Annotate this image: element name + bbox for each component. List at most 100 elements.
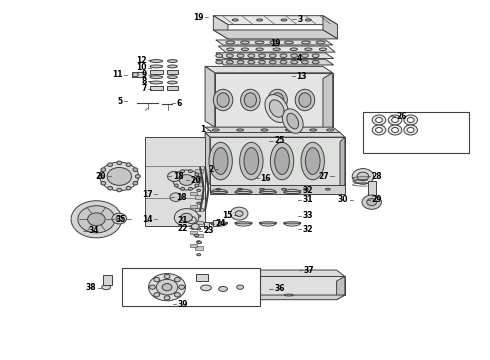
Ellipse shape — [168, 65, 177, 68]
Text: 10: 10 — [136, 63, 147, 72]
Ellipse shape — [282, 109, 303, 133]
Text: 17: 17 — [142, 190, 152, 199]
Circle shape — [101, 168, 106, 171]
Text: 39: 39 — [178, 300, 188, 309]
Circle shape — [174, 184, 178, 187]
Circle shape — [197, 179, 201, 181]
Ellipse shape — [213, 148, 228, 175]
Text: 32: 32 — [302, 185, 313, 194]
Polygon shape — [368, 181, 375, 202]
Circle shape — [388, 125, 402, 135]
Circle shape — [173, 170, 200, 190]
Text: 23: 23 — [203, 226, 214, 235]
Circle shape — [392, 117, 398, 122]
Circle shape — [375, 117, 382, 122]
Text: 7: 7 — [141, 84, 147, 93]
Polygon shape — [210, 137, 345, 185]
Circle shape — [162, 284, 172, 291]
Polygon shape — [145, 137, 205, 226]
Text: 33: 33 — [302, 211, 313, 220]
Circle shape — [195, 184, 199, 187]
Circle shape — [148, 274, 186, 301]
Ellipse shape — [168, 60, 177, 63]
Ellipse shape — [305, 48, 312, 50]
Ellipse shape — [285, 41, 293, 44]
Ellipse shape — [312, 54, 319, 58]
Circle shape — [154, 278, 160, 282]
Text: 32: 32 — [302, 225, 313, 234]
Polygon shape — [195, 247, 202, 250]
Ellipse shape — [319, 48, 327, 50]
Polygon shape — [195, 221, 202, 224]
Ellipse shape — [261, 129, 268, 131]
Ellipse shape — [271, 93, 284, 107]
Polygon shape — [191, 218, 197, 221]
Ellipse shape — [241, 41, 249, 44]
Text: 4: 4 — [296, 54, 302, 63]
FancyBboxPatch shape — [196, 274, 208, 281]
Text: 18: 18 — [173, 172, 184, 181]
Text: 28: 28 — [372, 172, 382, 181]
Polygon shape — [191, 179, 197, 183]
Circle shape — [230, 207, 248, 220]
Ellipse shape — [275, 148, 289, 175]
Ellipse shape — [285, 294, 293, 296]
Ellipse shape — [197, 228, 201, 230]
Polygon shape — [218, 46, 335, 52]
Ellipse shape — [248, 60, 255, 64]
Circle shape — [181, 213, 193, 222]
Ellipse shape — [237, 60, 244, 64]
Text: 37: 37 — [303, 266, 314, 275]
Text: 21: 21 — [177, 216, 188, 225]
Text: 14: 14 — [142, 215, 152, 224]
Ellipse shape — [197, 241, 201, 243]
Circle shape — [100, 162, 139, 191]
Circle shape — [407, 117, 414, 122]
Ellipse shape — [188, 220, 193, 222]
Circle shape — [133, 181, 138, 185]
Text: 25: 25 — [274, 136, 285, 145]
Polygon shape — [191, 231, 197, 234]
Ellipse shape — [150, 60, 163, 63]
Ellipse shape — [213, 89, 233, 111]
Circle shape — [181, 170, 185, 172]
Text: 36: 36 — [274, 284, 285, 293]
Polygon shape — [205, 132, 210, 185]
Ellipse shape — [284, 222, 301, 224]
Polygon shape — [323, 73, 333, 133]
Ellipse shape — [301, 142, 324, 180]
Ellipse shape — [235, 222, 252, 224]
Text: 20: 20 — [191, 176, 201, 185]
Circle shape — [126, 163, 131, 166]
Ellipse shape — [197, 202, 201, 204]
Circle shape — [135, 175, 140, 178]
Polygon shape — [205, 66, 333, 73]
Ellipse shape — [257, 19, 263, 21]
Circle shape — [189, 188, 193, 190]
Ellipse shape — [237, 129, 244, 131]
Ellipse shape — [197, 242, 202, 244]
Ellipse shape — [226, 60, 233, 64]
Circle shape — [174, 208, 199, 226]
FancyBboxPatch shape — [213, 220, 218, 226]
Circle shape — [164, 296, 170, 300]
Circle shape — [78, 206, 115, 233]
Circle shape — [404, 115, 417, 125]
Circle shape — [235, 211, 243, 216]
Ellipse shape — [281, 19, 287, 21]
Ellipse shape — [259, 54, 266, 58]
Ellipse shape — [240, 142, 263, 180]
Ellipse shape — [286, 129, 292, 131]
Ellipse shape — [248, 54, 255, 58]
Ellipse shape — [259, 222, 276, 224]
Ellipse shape — [238, 188, 243, 190]
Circle shape — [407, 127, 414, 132]
Ellipse shape — [216, 54, 222, 58]
Ellipse shape — [305, 19, 311, 21]
Ellipse shape — [260, 188, 265, 190]
Circle shape — [133, 168, 138, 171]
Text: 24: 24 — [216, 219, 226, 228]
Ellipse shape — [327, 129, 334, 131]
Polygon shape — [132, 72, 145, 77]
Ellipse shape — [237, 285, 244, 289]
